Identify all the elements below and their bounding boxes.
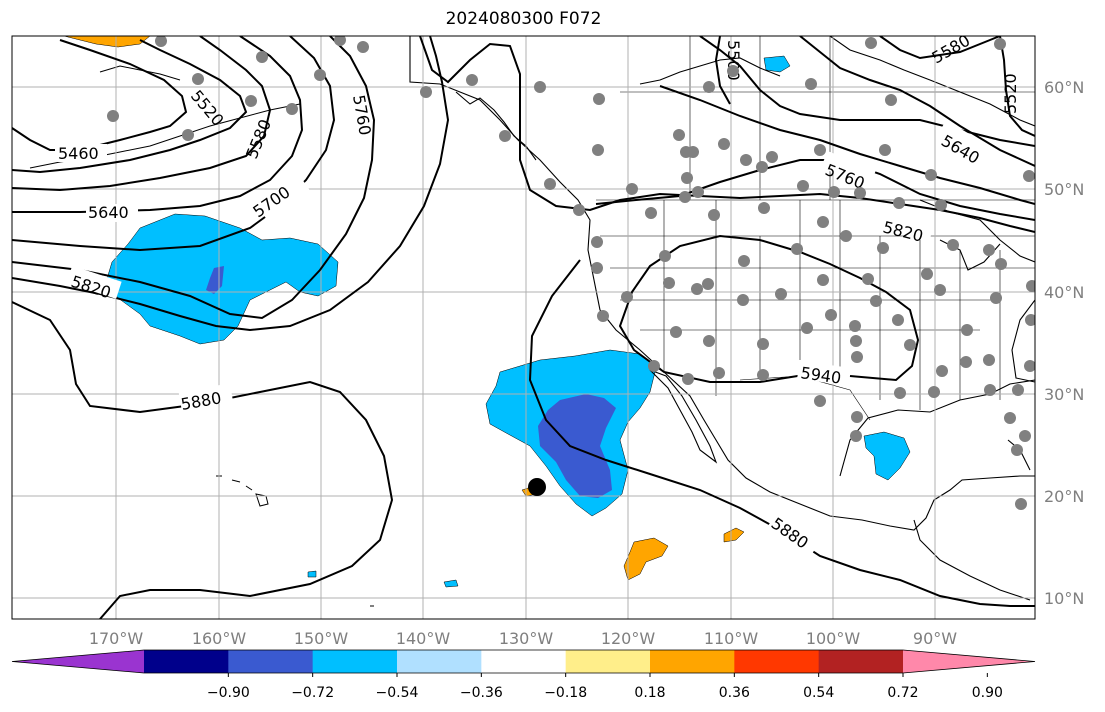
colorbar-segment [565,650,651,673]
colorbar-tick-label: −0.90 [207,685,250,701]
lon-label: 120°W [601,629,656,648]
lat-label: 10°N [1044,589,1084,608]
colorbar-outline [11,649,1036,674]
colorbar-tick-label: 0.72 [887,685,918,701]
anomaly-shading [63,36,911,588]
contour-5520-east [999,36,1035,137]
lat-label: 30°N [1044,385,1084,404]
colorbar-segment [481,650,567,673]
colorbar-tick-label: 0.18 [634,685,665,701]
colorbar-segment [818,650,904,673]
colorbar-tick-label: 0.54 [803,685,834,701]
contour-5880-east [419,36,1035,233]
contour-5820-west [12,36,450,332]
lat-label: 20°N [1044,487,1084,506]
black-marker [528,478,546,496]
contour-5700-east [699,36,1035,147]
colorbar-tick-label: 0.90 [972,685,1003,701]
colorbar-segment [734,650,820,673]
colorbar-tick-label: −0.54 [376,685,419,701]
negative-anomaly-canada [763,55,791,73]
colorbar-segment [650,650,735,673]
lon-label: 140°W [396,629,451,648]
lat-label: 60°N [1044,78,1084,97]
positive-anomaly-bering [63,36,151,48]
map-frame [11,35,1036,620]
positive-anomaly-east-pacific-2 [723,527,745,543]
contour-label: 5460 [58,144,99,163]
longitude-labels: 170°W 160°W 150°W 140°W 130°W 120°W 110°… [89,629,957,648]
contour-5760-east [659,85,1035,205]
strong-anomaly-pacific-east [538,394,616,498]
lat-label: 50°N [1044,180,1084,199]
negative-anomaly-gulf [863,431,911,481]
positive-anomaly-east-pacific-1 [623,537,669,581]
contour-5580-east [879,36,1001,60]
colorbar-segment [312,650,398,673]
contour-5760 [12,36,376,320]
colorbar: −0.90 −0.72 −0.54 −0.36 −0.18 0.18 0.36 0.54 0.7… [11,649,1036,701]
lon-label: 170°W [89,629,144,648]
contour-5500-canada [714,36,731,105]
colorbar-extend-high [903,650,1035,673]
latitude-labels: 60°N 50°N 40°N 30°N 20°N 10°N [1044,78,1084,608]
contour-5460 [12,39,188,151]
map-title: 2024080300 F072 [445,9,602,29]
lat-label: 40°N [1044,283,1084,302]
colorbar-tick-label: −0.72 [291,685,334,701]
lon-label: 90°W [913,629,957,648]
height-contours [12,36,1035,619]
lon-label: 100°W [806,629,861,648]
colorbar-tick-label: −0.36 [460,685,503,701]
contour-5880-south [528,259,1035,607]
contour-5880-west [12,301,394,619]
contour-5520 [12,39,248,174]
lon-label: 130°W [499,629,554,648]
lon-label: 160°W [192,629,247,648]
colorbar-segment [228,650,314,673]
hawaii-islands [216,475,374,607]
contour-5820-east [595,159,1035,221]
lat-lon-grid [12,36,1035,619]
colorbar-segment [144,650,229,673]
negative-anomaly-small-2 [307,570,317,578]
colorbar-tick-label: −0.18 [544,685,587,701]
lon-label: 150°W [294,629,349,648]
colorbar-extend-low [12,650,144,673]
contour-label: 5520 [1001,73,1020,114]
colorbar-segment [397,650,482,673]
negative-anomaly-small [443,579,459,588]
contour-5640 [12,36,304,213]
contour-5940 [618,234,920,383]
lon-label: 110°W [704,629,759,648]
contour-label: 5640 [88,203,129,222]
contour-5640-east [799,36,1035,167]
contour-5580 [12,36,272,192]
colorbar-tick-label: 0.36 [719,685,750,701]
station-dots [107,36,1035,510]
